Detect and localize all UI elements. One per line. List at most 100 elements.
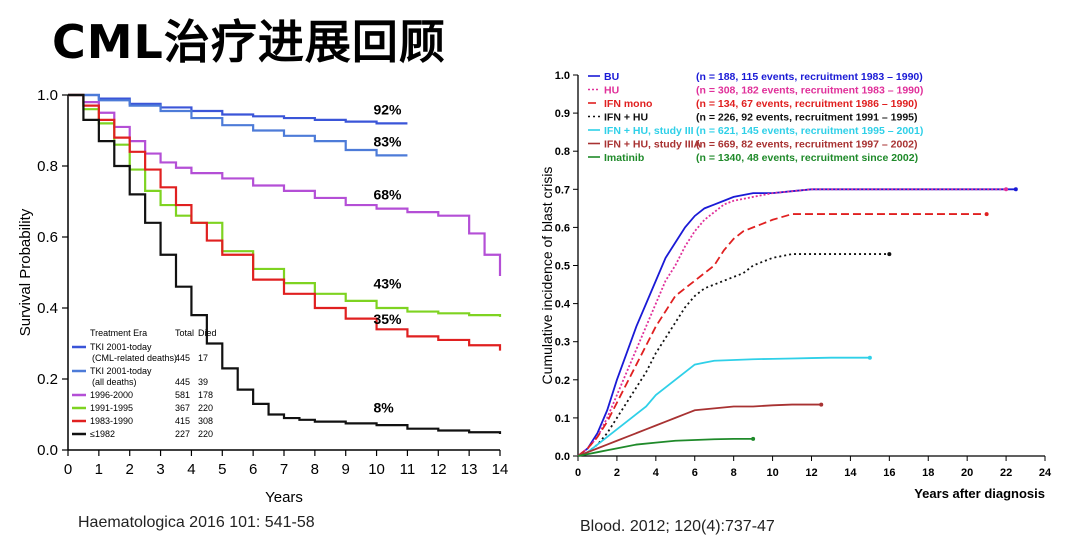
x-tick-label: 2 <box>126 461 134 478</box>
x-tick-label: 22 <box>1000 467 1012 479</box>
x-tick-label: 14 <box>844 467 857 479</box>
legend-total: 367 <box>175 403 190 413</box>
legend-died: 308 <box>198 416 213 426</box>
series-line-tki-2001-today-all-deaths <box>68 93 408 157</box>
legend-label: ≤1982 <box>90 429 115 439</box>
x-tick-label: 9 <box>342 461 350 478</box>
x-tick-label: 5 <box>218 461 226 478</box>
legend-label: HU <box>604 85 619 97</box>
legend-info: (n = 308, 182 events, recruitment 1983 –… <box>696 85 923 97</box>
legend-label: IFN + HU <box>604 112 648 124</box>
series-line-bu <box>577 188 1016 457</box>
x-tick-label: 4 <box>187 461 195 478</box>
x-tick-label: 10 <box>766 467 778 479</box>
y-tick-label: 0.0 <box>555 451 570 463</box>
x-tick-label: 20 <box>961 467 973 479</box>
data-label: 8% <box>373 400 394 416</box>
legend-total: 445 <box>175 377 190 387</box>
series-line-ifn-mono <box>577 213 987 457</box>
legend-total: 445 <box>175 353 190 363</box>
survival-chart: 0 1 2 3 4 5 6 7 8 9 10 11 12 13 140.00.20.40.60.81.0Ye… <box>17 87 508 506</box>
y-tick-label: 0.6 <box>37 229 58 246</box>
series-end-marker <box>867 355 872 360</box>
y-tick-label: 0.4 <box>37 300 58 317</box>
x-tick-label: 24 <box>1039 467 1052 479</box>
legend-sublabel: (CML-related deaths) <box>92 353 177 363</box>
legend-header: Total <box>175 328 194 338</box>
x-tick-label: 8 <box>311 461 319 478</box>
series-line-hu <box>577 188 1007 457</box>
data-label: 43% <box>373 275 402 291</box>
legend-label: TKI 2001-today <box>90 342 152 352</box>
y-tick-label: 1.0 <box>37 87 58 104</box>
series-end-marker <box>1004 187 1009 192</box>
citation-left: Haematologica 2016 101: 541-58 <box>78 514 315 531</box>
legend-info: (n = 669, 82 events, recruitment 1997 – … <box>696 139 918 151</box>
legend-header: Died <box>198 328 217 338</box>
legend-label: IFN mono <box>604 98 652 110</box>
x-tick-label: 8 <box>731 467 737 479</box>
x-tick-label: 4 <box>653 467 660 479</box>
series-line-1983-1990 <box>68 93 502 351</box>
x-tick-label: 11 <box>400 461 416 478</box>
data-label: 83% <box>373 133 402 149</box>
y-tick-label: 0.1 <box>555 413 570 425</box>
series-line-ifn-hu <box>577 253 890 457</box>
blast-crisis-chart: 0 2 4 6 8 10 12 14 16 18 20 22 240.00.10.20.30.40.50… <box>540 70 1052 501</box>
legend-died: 178 <box>198 390 213 400</box>
legend-label: BU <box>604 71 619 83</box>
series-line-imatinib <box>577 437 754 457</box>
x-tick-label: 6 <box>249 461 257 478</box>
legend-died: 220 <box>198 403 213 413</box>
series-end-marker <box>984 212 989 217</box>
series-end-marker <box>1013 187 1018 192</box>
x-tick-label: 7 <box>280 461 288 478</box>
series-line-1996-2000 <box>68 93 502 277</box>
legend-label: TKI 2001-today <box>90 366 152 376</box>
legend-sublabel: (all deaths) <box>92 377 137 387</box>
legend-died: 17 <box>198 353 208 363</box>
x-tick-label: 1 <box>95 461 103 478</box>
slide-title: CML治疗进展回顾 <box>52 15 446 69</box>
data-label: 92% <box>373 102 402 118</box>
x-tick-label: 10 <box>368 461 385 478</box>
series-end-marker <box>819 402 824 407</box>
x-axis-label: Years <box>265 489 303 506</box>
data-label: 68% <box>373 187 402 203</box>
y-tick-label: 0.6 <box>555 222 570 234</box>
y-tick-label: 0.5 <box>555 261 570 273</box>
x-tick-label: 18 <box>922 467 934 479</box>
legend-total: 227 <box>175 429 190 439</box>
x-tick-label: 12 <box>805 467 817 479</box>
y-tick-label: 0.2 <box>555 375 570 387</box>
y-tick-label: 0.8 <box>555 146 570 158</box>
legend-info: (n = 188, 115 events, recruitment 1983 –… <box>696 71 923 83</box>
series-end-marker <box>751 436 756 441</box>
x-tick-label: 2 <box>614 467 620 479</box>
citation-right: Blood. 2012; 120(4):737-47 <box>580 518 775 535</box>
series-end-marker <box>887 252 892 257</box>
x-tick-label: 0 <box>575 467 581 479</box>
y-axis-label: Cumulative incidence of blast crisis <box>540 167 555 385</box>
x-tick-label: 16 <box>883 467 895 479</box>
x-tick-label: 6 <box>692 467 698 479</box>
y-axis-label: Survival Probability <box>17 208 34 336</box>
x-axis-label: Years after diagnosis <box>914 486 1045 501</box>
legend-info: (n = 226, 92 events, recruitment 1991 – … <box>696 112 918 124</box>
x-tick-label: 3 <box>156 461 164 478</box>
y-tick-label: 0.0 <box>37 442 58 459</box>
y-tick-label: 0.8 <box>37 158 58 175</box>
legend-label: 1991-1995 <box>90 403 133 413</box>
legend-total: 581 <box>175 390 190 400</box>
y-tick-label: 1.0 <box>555 70 570 82</box>
series-line-1982 <box>68 93 502 435</box>
legend-label: 1983-1990 <box>90 416 133 426</box>
legend-total: 415 <box>175 416 190 426</box>
legend-died: 39 <box>198 377 208 387</box>
legend-header: Treatment Era <box>90 328 147 338</box>
series-line-ifn-hu-study-iii <box>577 356 870 457</box>
legend-info: (n = 1340, 48 events, recruitment since … <box>696 152 918 164</box>
legend-label: IFN + HU, study III <box>604 125 694 137</box>
legend-label: Imatinib <box>604 152 644 164</box>
x-tick-label: 13 <box>461 461 478 478</box>
